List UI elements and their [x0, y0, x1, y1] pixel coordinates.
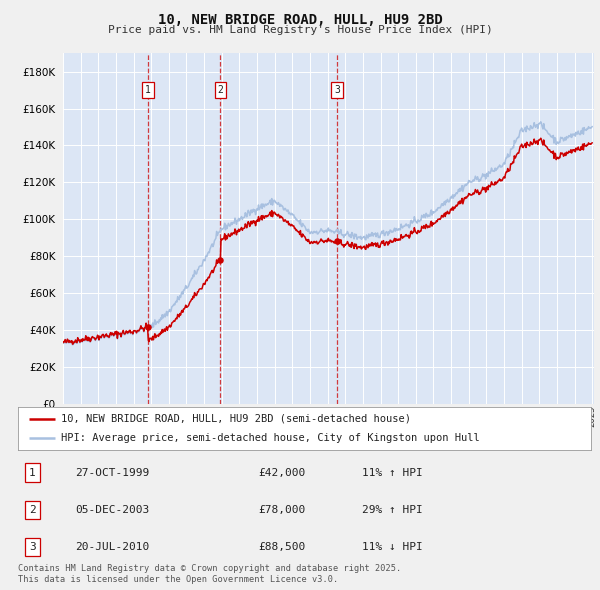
- Text: 05-DEC-2003: 05-DEC-2003: [76, 505, 149, 514]
- Text: 29% ↑ HPI: 29% ↑ HPI: [362, 505, 422, 514]
- Text: 3: 3: [29, 542, 36, 552]
- Point: [215, 255, 225, 265]
- Text: 2: 2: [29, 505, 36, 514]
- Text: 1: 1: [29, 468, 36, 477]
- Text: Contains HM Land Registry data © Crown copyright and database right 2025.: Contains HM Land Registry data © Crown c…: [18, 565, 401, 573]
- Text: 11% ↑ HPI: 11% ↑ HPI: [362, 468, 422, 477]
- Text: £42,000: £42,000: [259, 468, 306, 477]
- Text: 3: 3: [334, 85, 340, 95]
- Text: 27-OCT-1999: 27-OCT-1999: [76, 468, 149, 477]
- Point: [332, 236, 342, 245]
- Text: 2: 2: [217, 85, 223, 95]
- Text: 10, NEW BRIDGE ROAD, HULL, HU9 2BD (semi-detached house): 10, NEW BRIDGE ROAD, HULL, HU9 2BD (semi…: [61, 414, 411, 424]
- Text: Price paid vs. HM Land Registry's House Price Index (HPI): Price paid vs. HM Land Registry's House …: [107, 25, 493, 35]
- Text: 20-JUL-2010: 20-JUL-2010: [76, 542, 149, 552]
- Point: [143, 322, 153, 331]
- Text: £88,500: £88,500: [259, 542, 306, 552]
- Text: HPI: Average price, semi-detached house, City of Kingston upon Hull: HPI: Average price, semi-detached house,…: [61, 432, 480, 442]
- Text: This data is licensed under the Open Government Licence v3.0.: This data is licensed under the Open Gov…: [18, 575, 338, 584]
- Text: £78,000: £78,000: [259, 505, 306, 514]
- Text: 11% ↓ HPI: 11% ↓ HPI: [362, 542, 422, 552]
- Text: 10, NEW BRIDGE ROAD, HULL, HU9 2BD: 10, NEW BRIDGE ROAD, HULL, HU9 2BD: [158, 13, 442, 27]
- Text: 1: 1: [145, 85, 151, 95]
